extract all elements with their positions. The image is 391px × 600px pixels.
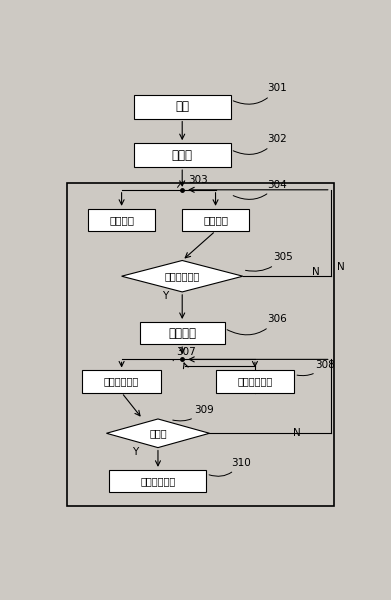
Text: 开始: 开始 xyxy=(175,100,189,113)
Text: N: N xyxy=(312,266,319,277)
FancyBboxPatch shape xyxy=(109,470,206,492)
Text: Y: Y xyxy=(132,447,138,457)
Text: 302: 302 xyxy=(233,134,287,154)
Text: 305: 305 xyxy=(246,253,293,271)
FancyBboxPatch shape xyxy=(88,209,155,231)
Text: 306: 306 xyxy=(227,314,287,335)
Text: Y: Y xyxy=(162,290,169,301)
Text: 309: 309 xyxy=(173,405,214,421)
Text: 执行远程命令: 执行远程命令 xyxy=(237,377,273,386)
Text: 304: 304 xyxy=(233,179,287,199)
FancyBboxPatch shape xyxy=(134,95,231,119)
Text: 初始化: 初始化 xyxy=(172,149,193,161)
Text: 本机控制: 本机控制 xyxy=(109,215,134,225)
FancyBboxPatch shape xyxy=(182,209,249,231)
Text: 307: 307 xyxy=(173,347,196,361)
Text: 返回响应: 返回响应 xyxy=(168,326,196,340)
FancyBboxPatch shape xyxy=(134,143,231,167)
Text: 303: 303 xyxy=(178,175,208,187)
Text: 308: 308 xyxy=(297,359,335,376)
Polygon shape xyxy=(106,419,210,448)
Text: 发送断开请求: 发送断开请求 xyxy=(140,476,176,486)
Text: 301: 301 xyxy=(233,83,287,104)
Text: 310: 310 xyxy=(209,458,251,476)
Text: N: N xyxy=(294,428,301,438)
Text: 监听串口: 监听串口 xyxy=(203,215,228,225)
FancyBboxPatch shape xyxy=(82,370,161,392)
Polygon shape xyxy=(122,260,243,292)
Text: 断开？: 断开？ xyxy=(149,428,167,438)
Text: 获取用户按键: 获取用户按键 xyxy=(104,377,139,386)
Text: N: N xyxy=(337,262,344,272)
FancyBboxPatch shape xyxy=(140,322,225,344)
Text: 收到连接命令: 收到连接命令 xyxy=(165,271,200,281)
FancyBboxPatch shape xyxy=(215,370,294,392)
